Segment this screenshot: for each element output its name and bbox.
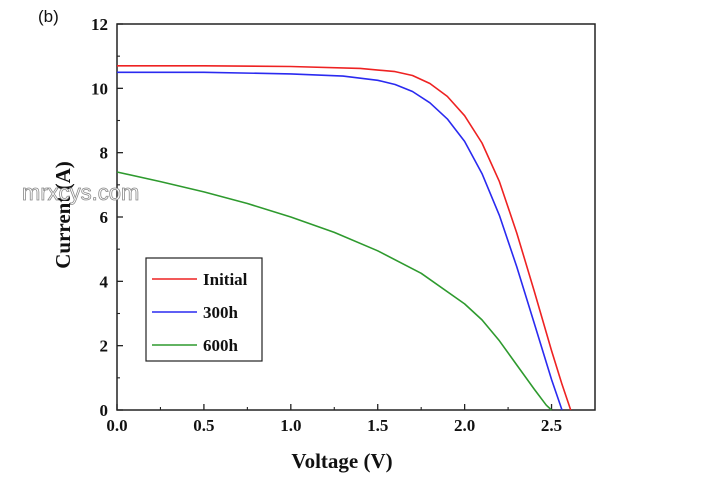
legend-box bbox=[145, 257, 263, 362]
x-axis-title: Voltage (V) bbox=[291, 449, 392, 473]
y-tick-label: 6 bbox=[100, 208, 109, 227]
x-axis: 0.0 0.5 1.0 1.5 2.0 2.5 bbox=[106, 404, 562, 435]
legend-label-1: 300h bbox=[203, 303, 239, 322]
y-tick-label: 0 bbox=[100, 401, 109, 420]
series-line-0 bbox=[117, 65, 572, 411]
legend-label-0: Initial bbox=[203, 270, 248, 289]
legend-label-2: 600h bbox=[203, 336, 239, 355]
x-tick-label: 2.0 bbox=[454, 416, 475, 435]
y-tick-label: 10 bbox=[91, 79, 108, 98]
series-line-1 bbox=[117, 71, 563, 411]
x-tick-label: 1.5 bbox=[367, 416, 388, 435]
y-axis-title: Current (A) bbox=[51, 161, 75, 269]
watermark: mrxcys.com bbox=[22, 180, 139, 205]
x-tick-label: 2.5 bbox=[541, 416, 562, 435]
legend: Initial 300h 600h bbox=[145, 257, 263, 362]
y-tick-label: 2 bbox=[100, 337, 109, 356]
panel-label: (b) bbox=[38, 7, 59, 26]
series-line-2 bbox=[116, 171, 553, 411]
y-tick-label: 12 bbox=[91, 15, 108, 34]
series-lines bbox=[116, 65, 572, 411]
y-tick-label: 4 bbox=[100, 272, 109, 291]
x-tick-label: 1.0 bbox=[280, 416, 301, 435]
y-tick-label: 8 bbox=[100, 144, 109, 163]
y-axis: 0 2 4 6 8 10 12 bbox=[91, 15, 123, 420]
x-tick-label: 0.5 bbox=[193, 416, 214, 435]
x-tick-label: 0.0 bbox=[106, 416, 127, 435]
